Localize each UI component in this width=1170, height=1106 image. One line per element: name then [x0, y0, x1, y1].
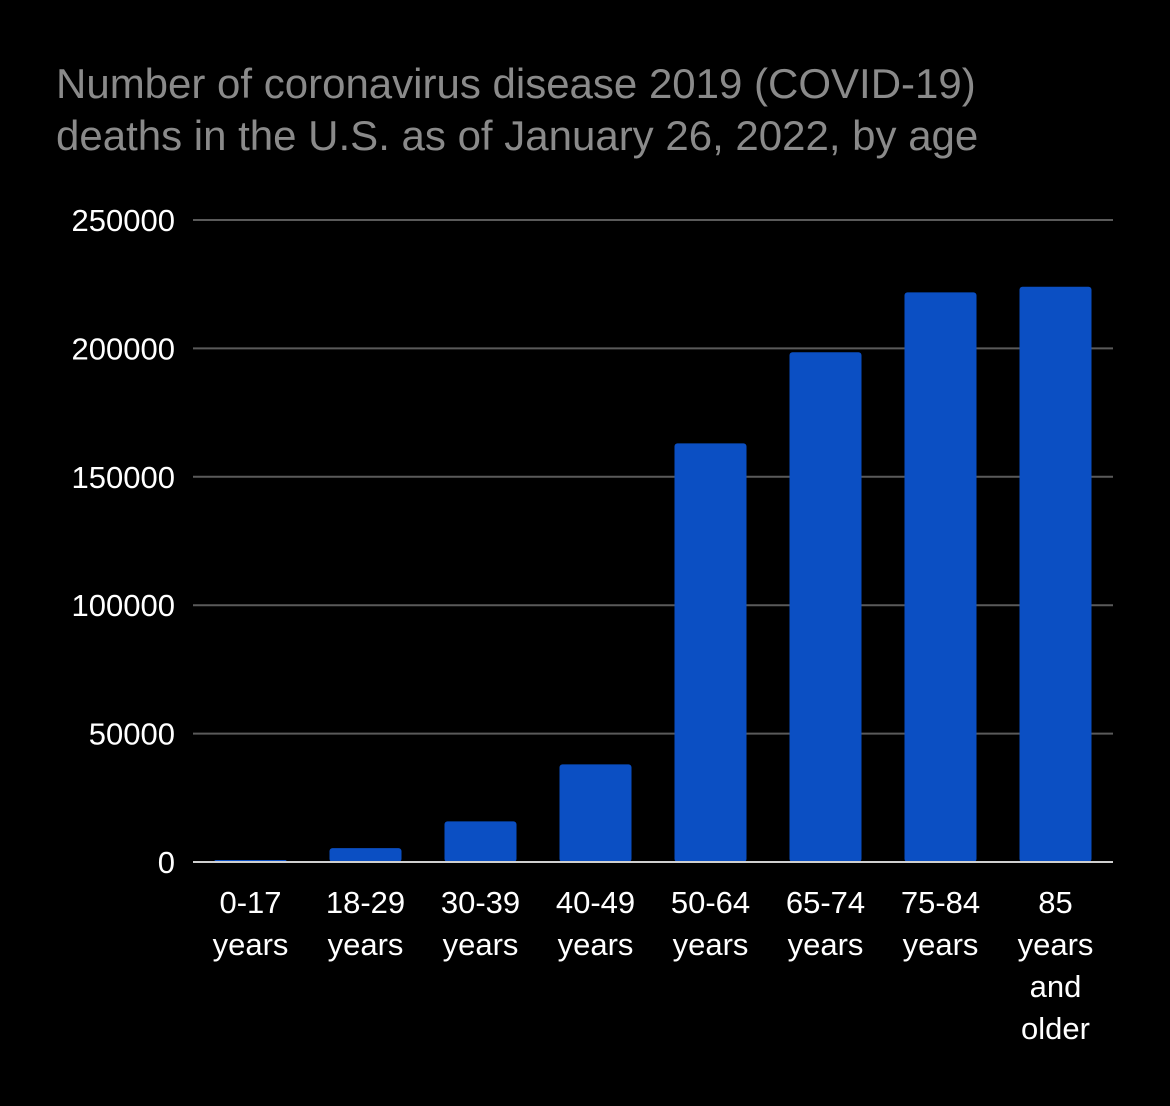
x-tick-label: 65-74	[786, 885, 865, 920]
y-tick-label: 0	[158, 845, 175, 880]
x-tick-label: years	[558, 927, 634, 962]
bar	[329, 848, 402, 862]
chart-title-line-1: Number of coronavirus disease 2019 (COVI…	[56, 60, 976, 107]
y-tick-label: 100000	[72, 588, 175, 623]
chart-title-line-2: deaths in the U.S. as of January 26, 202…	[56, 112, 979, 159]
y-tick-label: 250000	[72, 203, 175, 238]
y-tick-label: 150000	[72, 460, 175, 495]
bar	[444, 821, 517, 862]
x-tick-label: older	[1021, 1011, 1090, 1046]
bar	[674, 443, 747, 862]
x-tick-label: 18-29	[326, 885, 405, 920]
y-tick-label: 50000	[89, 717, 175, 752]
y-tick-label: 200000	[72, 331, 175, 366]
x-tick-label: years	[1018, 927, 1094, 962]
bar	[789, 352, 862, 862]
x-tick-label: years	[788, 927, 864, 962]
x-tick-label: 85	[1038, 885, 1072, 920]
x-tick-label: years	[328, 927, 404, 962]
x-tick-label: 75-84	[901, 885, 980, 920]
x-tick-label: 40-49	[556, 885, 635, 920]
x-tick-label: and	[1030, 969, 1082, 1004]
x-tick-label: years	[443, 927, 519, 962]
chart-title: Number of coronavirus disease 2019 (COVI…	[56, 58, 1156, 162]
bar	[1019, 286, 1092, 862]
x-tick-label: years	[903, 927, 979, 962]
x-tick-label: 50-64	[671, 885, 750, 920]
x-tick-label: years	[213, 927, 289, 962]
x-tick-label: years	[673, 927, 749, 962]
bar	[559, 764, 632, 862]
x-tick-label: 30-39	[441, 885, 520, 920]
x-tick-label: 0-17	[219, 885, 281, 920]
bar	[904, 292, 977, 862]
